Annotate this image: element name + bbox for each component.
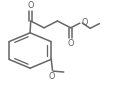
Text: O: O — [49, 72, 55, 81]
Text: O: O — [81, 18, 88, 27]
Text: O: O — [28, 1, 34, 10]
Text: O: O — [67, 39, 74, 48]
